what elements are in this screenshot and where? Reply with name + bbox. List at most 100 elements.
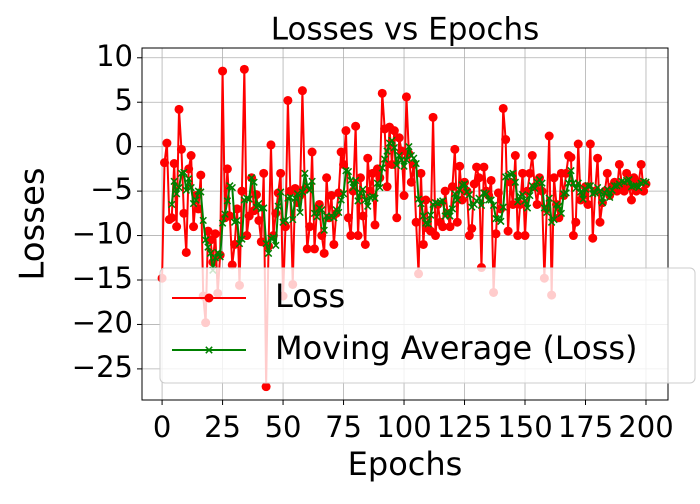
point: [162, 138, 172, 148]
x-marker: [383, 147, 391, 155]
point: [491, 229, 501, 239]
y-tick-label: −10: [72, 217, 133, 251]
x-marker: [172, 190, 181, 198]
point: [438, 222, 448, 232]
x-marker: [175, 183, 183, 192]
point: [392, 213, 402, 223]
point: [261, 382, 271, 392]
point: [535, 173, 545, 183]
x-marker: [349, 183, 357, 192]
x-marker: [293, 190, 302, 198]
x-marker: [634, 183, 643, 192]
point: [276, 168, 286, 178]
x-marker: [593, 183, 602, 192]
point: [358, 211, 368, 221]
point: [329, 239, 339, 249]
y-tick-label: 0: [115, 128, 133, 162]
point: [636, 159, 646, 169]
x-marker: [305, 186, 314, 194]
point: [532, 199, 542, 209]
point: [346, 231, 356, 241]
x-marker: [245, 195, 253, 203]
x-marker: [356, 189, 365, 197]
point: [588, 233, 598, 243]
point: [225, 211, 235, 221]
x-marker: [276, 188, 285, 196]
x-marker: [538, 179, 546, 187]
x-marker: [354, 197, 362, 205]
y-tick-label: −25: [72, 350, 133, 384]
point: [486, 175, 496, 185]
point: [266, 140, 276, 150]
point: [622, 168, 632, 178]
point: [196, 170, 206, 180]
point: [326, 191, 336, 201]
point: [370, 220, 380, 230]
point: [189, 222, 199, 232]
x-marker: [460, 180, 469, 188]
x-marker: [424, 220, 432, 228]
point: [227, 260, 237, 270]
point: [218, 66, 228, 76]
x-marker: [252, 203, 261, 211]
y-tick-label: 5: [115, 83, 133, 117]
x-marker: [409, 154, 418, 162]
x-marker: [630, 182, 638, 190]
x-marker: [291, 194, 299, 202]
point: [242, 231, 252, 241]
point: [573, 139, 583, 149]
x-tick-label: 75: [325, 410, 362, 444]
point: [525, 168, 535, 178]
x-marker: [400, 162, 408, 170]
point: [428, 112, 438, 122]
x-marker: [238, 235, 246, 243]
point: [469, 179, 479, 189]
point: [181, 247, 191, 257]
point: [498, 103, 508, 113]
x-marker: [610, 182, 619, 190]
point: [184, 164, 194, 174]
x-marker: [625, 175, 633, 184]
x-marker: [526, 191, 534, 200]
point: [445, 222, 455, 232]
x-tick-label: 25: [204, 410, 241, 444]
x-marker: [228, 183, 236, 192]
x-marker: [182, 186, 191, 194]
point: [418, 239, 428, 249]
point: [518, 168, 528, 178]
x-marker: [289, 215, 297, 224]
point: [363, 153, 373, 163]
x-marker: [216, 253, 224, 261]
x-marker: [308, 177, 316, 186]
point: [527, 151, 537, 161]
point: [336, 147, 346, 157]
x-marker: [596, 187, 604, 195]
x-marker: [412, 159, 420, 168]
x-marker: [339, 190, 348, 198]
point: [239, 64, 249, 74]
x-marker: [477, 201, 486, 210]
x-marker: [586, 182, 595, 190]
x-tick-label: 125: [437, 410, 492, 444]
x-marker: [264, 249, 273, 258]
x-marker: [489, 201, 498, 210]
x-marker: [192, 196, 200, 204]
x-marker: [540, 204, 549, 212]
x-marker: [168, 200, 176, 209]
x-marker: [359, 185, 367, 194]
point: [554, 213, 564, 223]
x-marker: [572, 184, 580, 193]
x-marker: [576, 188, 585, 196]
point: [377, 88, 387, 98]
point: [411, 217, 421, 227]
x-marker: [584, 182, 592, 190]
point: [249, 206, 259, 216]
x-marker: [439, 197, 447, 205]
legend: Loss Moving Average (Loss): [159, 267, 696, 384]
x-marker: [446, 212, 454, 220]
x-marker: [233, 216, 241, 225]
point: [290, 183, 300, 193]
legend-label: Moving Average (Loss): [275, 329, 638, 367]
point: [549, 173, 559, 183]
x-marker: [482, 190, 491, 198]
